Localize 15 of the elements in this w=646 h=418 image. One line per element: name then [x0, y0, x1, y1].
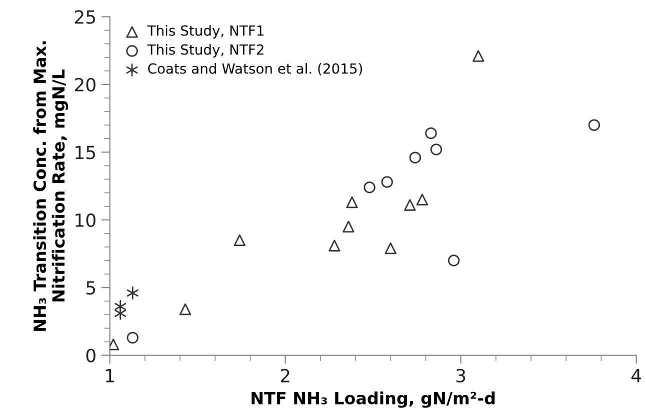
legend-label: This Study, NTF1: [147, 25, 264, 38]
y-tick-label: 15: [76, 146, 96, 160]
y-tick-label: 20: [74, 78, 96, 92]
legend-label: Coats and Watson et al. (2015): [148, 63, 362, 76]
y-tick-label: 0: [86, 348, 96, 362]
x-tick-label: 4: [631, 369, 642, 382]
x-tick-label: 2: [280, 368, 290, 382]
legend-label: This Study, NTF2: [147, 44, 264, 58]
y-tick-label: 25: [74, 10, 96, 24]
x-tick-label: 1: [106, 369, 114, 382]
y-tick-label: 10: [76, 213, 96, 227]
x-tick-label: 3: [456, 368, 466, 382]
y-axis-title: NH₃ Transition Conc. from Max. Nitrification Rate, mgN/L: [33, 41, 68, 331]
x-axis-title: NTF NH₃ Loading, gN/m²-d: [252, 392, 495, 408]
y-tick-label: 5: [86, 281, 96, 295]
